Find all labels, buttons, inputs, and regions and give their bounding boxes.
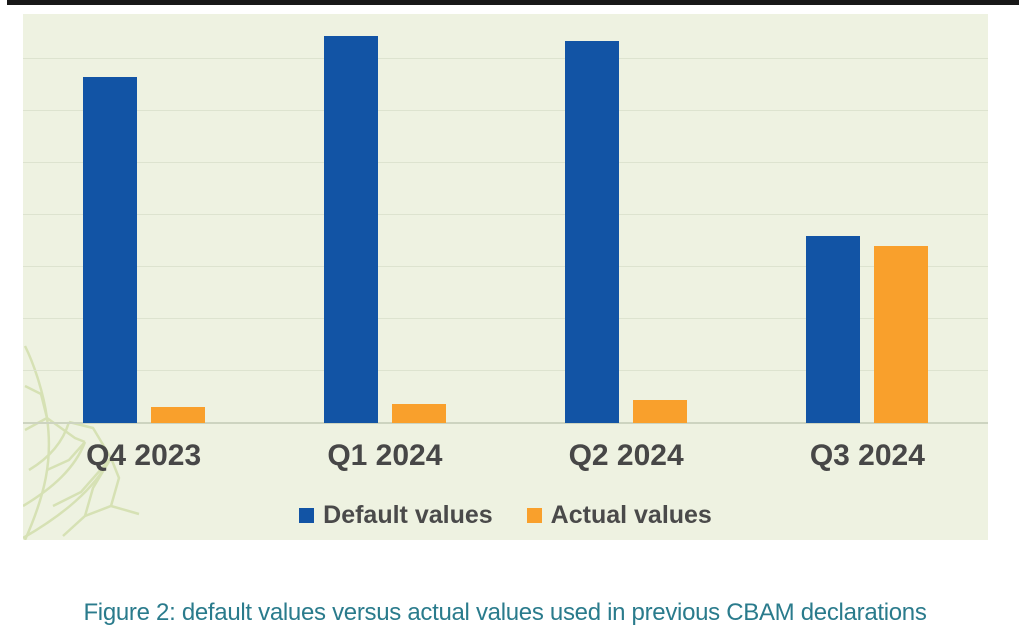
bar-actual-values-q3-2024 — [874, 246, 928, 423]
gridline — [23, 162, 988, 163]
page-top-edge — [7, 0, 1019, 5]
bar-actual-values-q4-2023 — [151, 407, 205, 423]
bar-default-values-q1-2024 — [324, 36, 378, 423]
legend-label-default-values: Default values — [323, 501, 493, 529]
gridline — [23, 370, 988, 371]
figure-caption: Figure 2: default values versus actual v… — [83, 599, 927, 626]
gridline — [23, 58, 988, 59]
x-axis-line — [23, 422, 988, 424]
x-axis-labels: Q4 2023 Q1 2024 Q2 2024 Q3 2024 — [23, 438, 988, 474]
bar-actual-values-q2-2024 — [633, 400, 687, 423]
x-axis-label: Q4 2023 — [86, 439, 202, 472]
bar-default-values-q3-2024 — [806, 236, 860, 423]
gridline — [23, 110, 988, 111]
legend-swatch-default-values — [299, 507, 315, 523]
chart-panel: Q4 2023 Q1 2024 Q2 2024 Q3 2024 Default val… — [23, 14, 988, 540]
plot-area — [23, 14, 988, 424]
legend-item-default-values: Default values — [299, 500, 493, 530]
x-axis-label: Q3 2024 — [809, 439, 925, 472]
chart-legend: Default values Actual values — [23, 500, 988, 530]
gridline — [23, 266, 988, 267]
x-axis-label: Q2 2024 — [568, 439, 684, 472]
legend-swatch-actual-values — [526, 507, 542, 523]
bar-actual-values-q1-2024 — [392, 404, 446, 423]
bar-default-values-q2-2024 — [565, 41, 619, 423]
legend-item-actual-values: Actual values — [526, 500, 712, 530]
legend-label-actual-values: Actual values — [550, 501, 712, 529]
bar-default-values-q4-2023 — [83, 77, 137, 423]
gridline — [23, 318, 988, 319]
x-axis-label: Q1 2024 — [327, 439, 443, 472]
gridline — [23, 214, 988, 215]
